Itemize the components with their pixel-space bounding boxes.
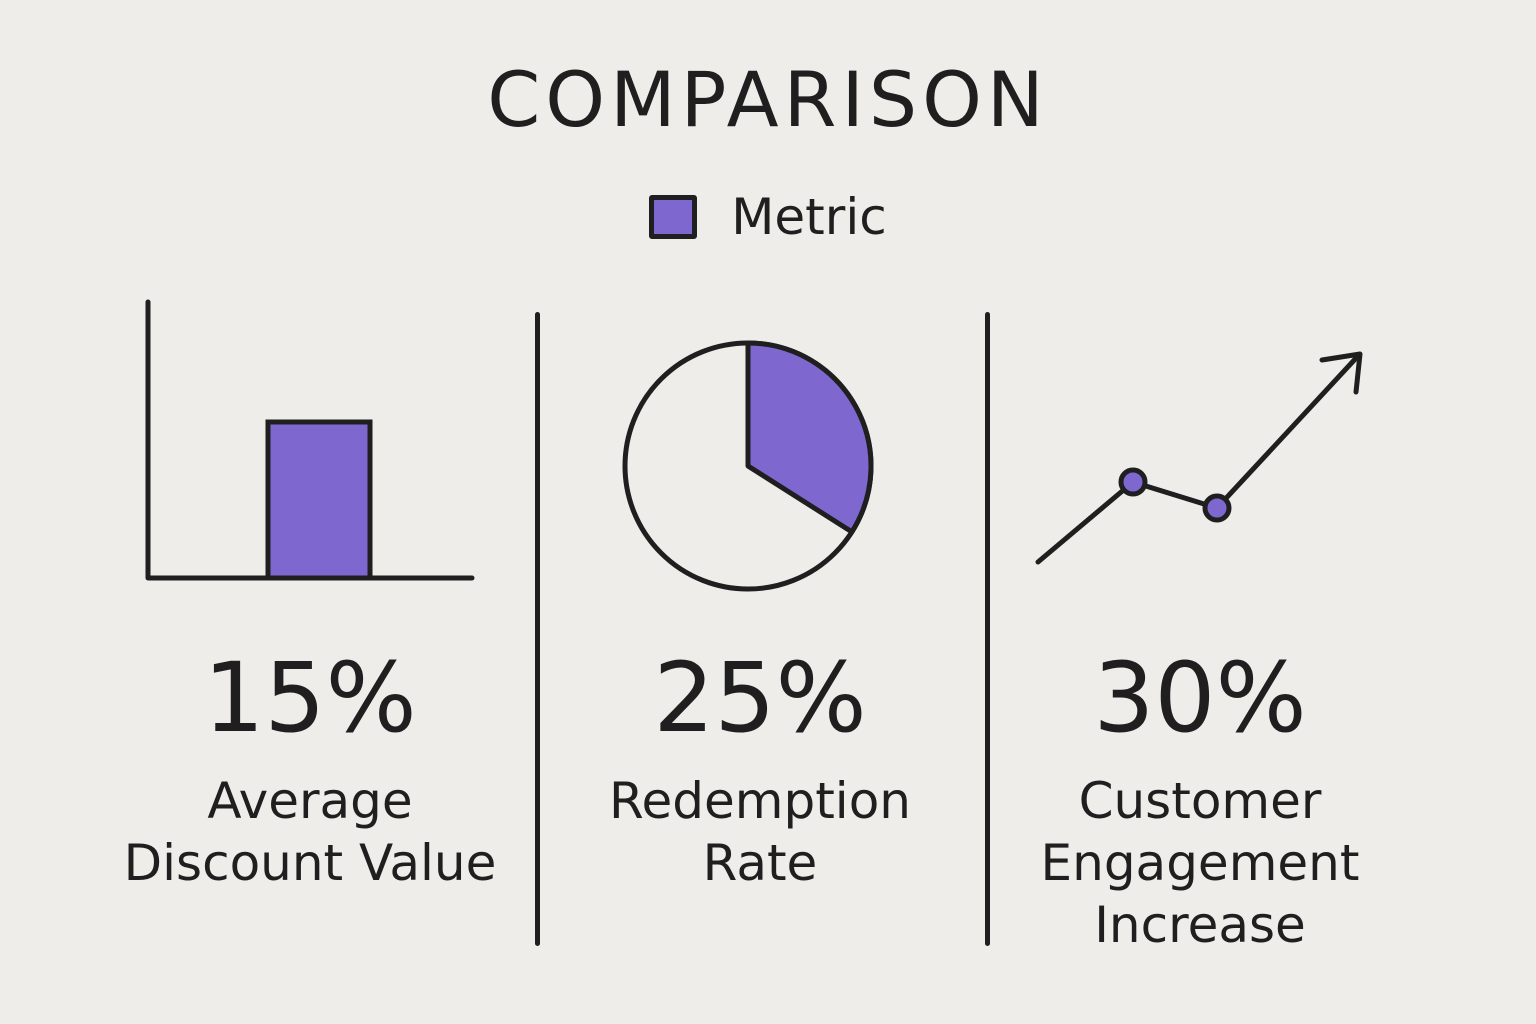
- label-average-discount: Average Discount Value: [90, 770, 530, 894]
- label-redemption-rate: Redemption Rate: [540, 770, 980, 894]
- label-line: Increase: [1094, 896, 1306, 954]
- pie-slice: [745, 340, 874, 535]
- trend-arrowhead: [1319, 351, 1363, 395]
- value-customer-engagement: 30%: [1093, 642, 1307, 754]
- bar-chart-icon: [145, 299, 475, 581]
- panel-average-discount: 15% Average Discount Value: [90, 290, 530, 990]
- label-line: Average: [207, 772, 413, 830]
- label-line: Engagement: [1040, 834, 1360, 892]
- bar-mark: [265, 419, 373, 581]
- panel-redemption-rate: 25% Redemption Rate: [540, 290, 980, 990]
- legend-swatch: [649, 195, 698, 239]
- value-average-discount: 15%: [203, 642, 417, 754]
- line-trend-icon: [1035, 351, 1363, 565]
- divider-right: [985, 312, 990, 946]
- label-line: Redemption: [609, 772, 911, 830]
- legend: Metric: [0, 192, 1536, 242]
- label-line: Discount Value: [123, 834, 497, 892]
- label-line: Customer: [1078, 772, 1322, 830]
- chart-title: COMPARISON: [487, 55, 1049, 144]
- panel-customer-engagement: 30% Customer Engagement Increase: [980, 290, 1420, 990]
- trend-point: [1202, 493, 1232, 523]
- legend-label: Metric: [731, 188, 887, 246]
- value-redemption-rate: 25%: [653, 642, 867, 754]
- label-line: Rate: [702, 834, 818, 892]
- divider-left: [535, 312, 540, 946]
- trend-line: [1035, 353, 1361, 565]
- pie-chart-icon: [622, 340, 874, 592]
- trend-point: [1118, 467, 1148, 497]
- label-customer-engagement: Customer Engagement Increase: [980, 770, 1420, 956]
